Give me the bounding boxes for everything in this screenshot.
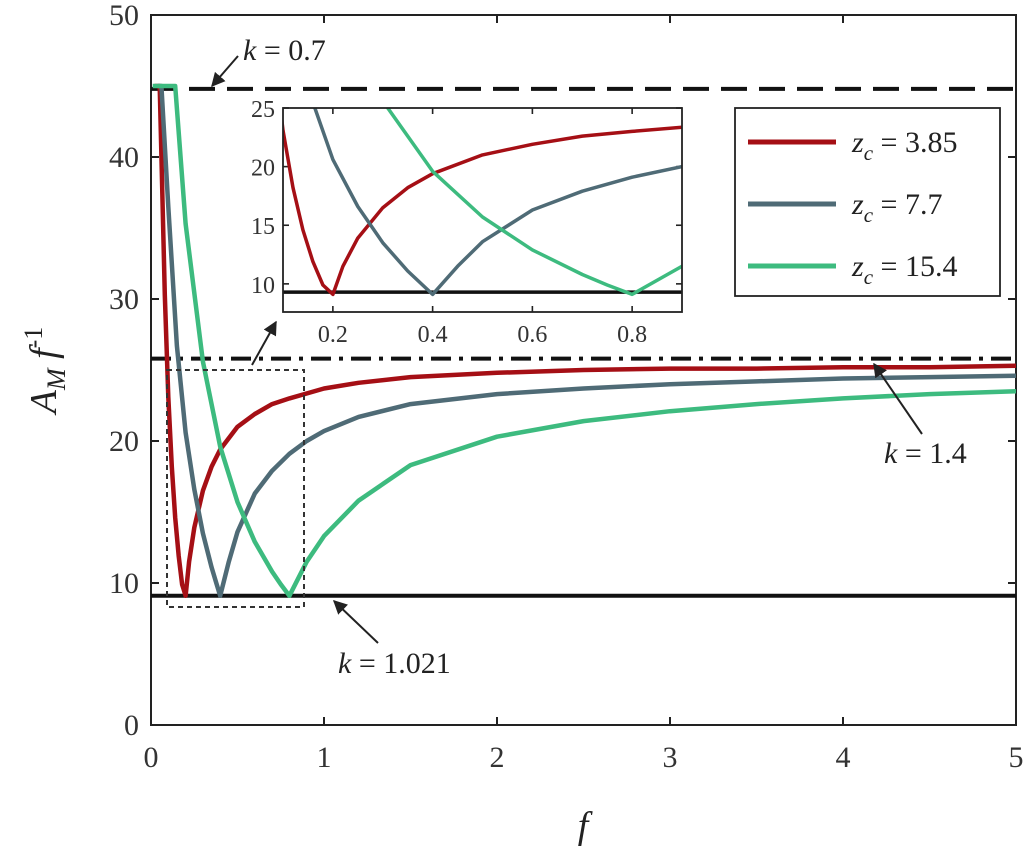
reference-lines xyxy=(151,86,1016,598)
x-tick-label: 4 xyxy=(836,741,851,774)
arrow-zoom-inset xyxy=(251,320,277,366)
plot-frame xyxy=(150,14,1017,726)
legend-label-2: zc = 15.4 xyxy=(851,250,957,289)
y-tick-label: 0 xyxy=(124,709,139,742)
y-tick-label: 10 xyxy=(109,567,139,600)
annotation-k-1.4: k = 1.4 xyxy=(884,437,967,470)
y-tick-label: 20 xyxy=(109,425,139,458)
y-axis-label: AM f-1 xyxy=(19,327,71,417)
inset-background xyxy=(283,108,682,312)
y-tick-label: 40 xyxy=(109,141,139,174)
series-line-2 xyxy=(152,83,1016,599)
inset-y-tick-label: 15 xyxy=(251,214,275,240)
x-tick-label: 5 xyxy=(1009,741,1024,774)
series-line-1 xyxy=(157,83,1016,599)
inset-y-tick-label: 10 xyxy=(251,273,275,299)
legend-label-0: zc = 3.85 xyxy=(851,126,957,165)
inset-series-line-1 xyxy=(313,108,682,297)
x-axis-label: f xyxy=(578,805,593,847)
arrow-k-1.4 xyxy=(873,362,923,435)
inset-series-line-2 xyxy=(385,108,682,297)
inset-x-tick-label: 0.8 xyxy=(617,322,647,348)
inset-x-tick-label: 0.2 xyxy=(318,322,348,348)
legend: zc = 3.85 zc = 7.7 zc = 15.4 xyxy=(734,107,1001,297)
arrow-k-0.7 xyxy=(211,55,239,88)
inset-ticks: 0.2 0.4 0.6 0.8 10 15 20 25 xyxy=(251,97,682,348)
inset-y-tick-label: 20 xyxy=(251,156,275,182)
legend-label-1: zc = 7.7 xyxy=(851,188,942,227)
inset-series-line-0 xyxy=(283,115,682,297)
inset-chart: 0.2 0.4 0.6 0.8 10 15 20 25 xyxy=(251,97,683,348)
x-tick-label: 2 xyxy=(490,741,505,774)
annotation-k-1.021: k = 1.021 xyxy=(338,647,451,680)
x-tick-label: 1 xyxy=(317,741,332,774)
inset-x-tick-label: 0.6 xyxy=(517,322,547,348)
main-series xyxy=(152,83,1016,599)
arrow-k-1.021 xyxy=(332,600,379,644)
x-tick-label: 3 xyxy=(663,741,678,774)
zoom-region-box xyxy=(166,369,305,608)
inset-y-tick-label: 25 xyxy=(251,97,275,123)
y-tick-label: 50 xyxy=(109,0,139,32)
annotation-k-0.7: k = 0.7 xyxy=(243,34,326,67)
inset-series xyxy=(283,108,682,297)
x-tick-label: 0 xyxy=(144,741,159,774)
inset-x-tick-label: 0.4 xyxy=(418,322,448,348)
inset-frame xyxy=(282,107,683,313)
y-tick-label: 30 xyxy=(109,283,139,316)
